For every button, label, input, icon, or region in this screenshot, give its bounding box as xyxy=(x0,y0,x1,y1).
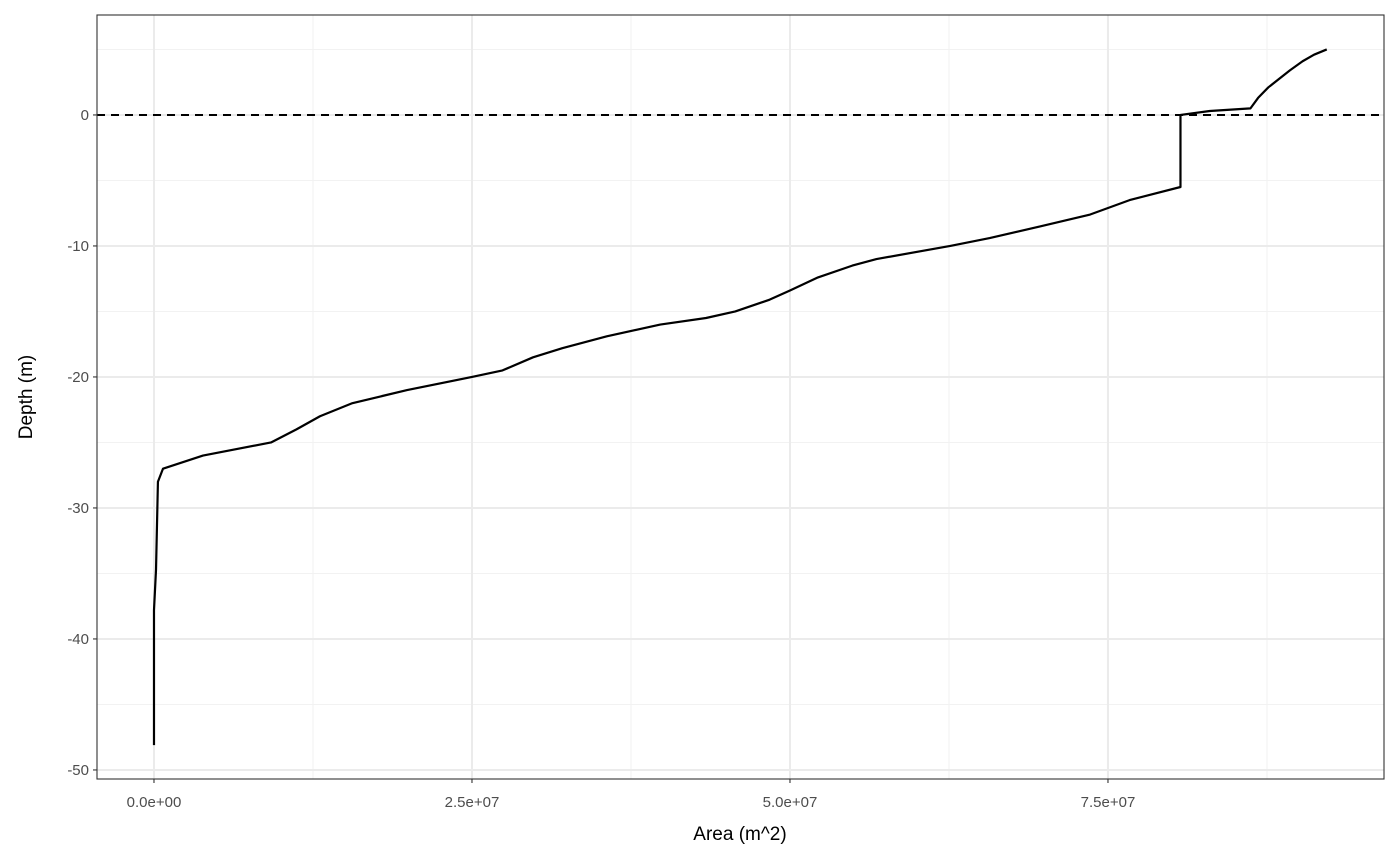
y-tick-label: -50 xyxy=(67,762,89,779)
y-tick-label: -10 xyxy=(67,238,89,255)
y-tick-label: -30 xyxy=(67,500,89,517)
grid xyxy=(97,15,1384,779)
x-tick-label: 5.0e+07 xyxy=(763,794,818,811)
marks xyxy=(97,48,1384,746)
panel-border xyxy=(96,14,1385,780)
x-tick-label: 0.0e+00 xyxy=(127,794,182,811)
x-axis-title: Area (m^2) xyxy=(693,824,786,845)
x-tick-label: 7.5e+07 xyxy=(1081,794,1136,811)
labels: 0.0e+00 2.5e+07 5.0e+07 7.5e+07 -50 -40 -30 -20… xyxy=(67,107,1135,811)
y-axis-title: Depth (m) xyxy=(16,355,37,439)
y-tick-label: -40 xyxy=(67,631,89,648)
y-tick-label: -20 xyxy=(67,369,89,386)
x-tick-label: 2.5e+07 xyxy=(445,794,500,811)
data-line xyxy=(152,48,1328,746)
y-tick-label: 0 xyxy=(81,107,89,124)
